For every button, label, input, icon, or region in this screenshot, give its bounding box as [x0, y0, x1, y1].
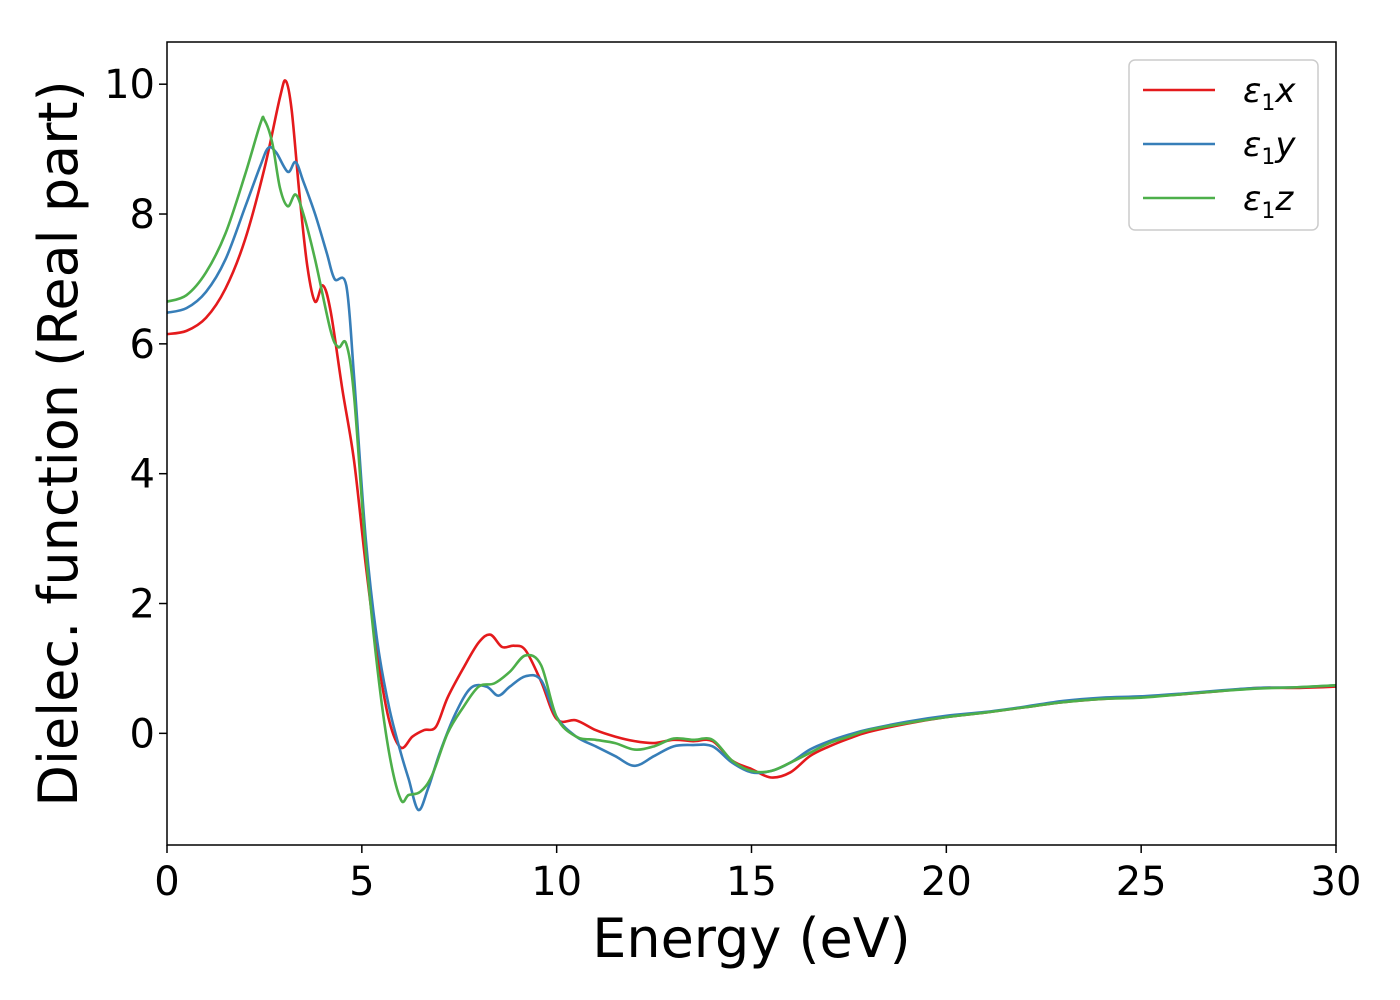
- series-line-y: [167, 145, 1336, 812]
- y-tick-label: 0: [130, 711, 155, 757]
- legend-box: [1128, 59, 1319, 231]
- y-axis-label: Dielec. function (Real part): [27, 80, 90, 806]
- y-tick-label: 4: [130, 452, 155, 498]
- x-tick-label: 25: [1116, 859, 1167, 905]
- series-layer: [167, 79, 1336, 812]
- x-tick-label: 30: [1311, 859, 1362, 905]
- x-axis-label: Energy (eV): [592, 907, 911, 970]
- y-tick-label: 6: [130, 322, 155, 368]
- legend-entry: ε1x: [1243, 71, 1296, 116]
- x-tick-label: 5: [349, 859, 374, 905]
- legend-entry: ε1y: [1243, 125, 1296, 170]
- x-axis: 0 5 10 15 20 25 30: [154, 845, 1361, 905]
- y-axis: 0 2 4 6 8 10: [104, 62, 167, 757]
- y-tick-label: 2: [130, 582, 155, 628]
- series-line-z: [167, 115, 1336, 804]
- legend-entry: ε1z: [1243, 179, 1294, 224]
- x-tick-label: 10: [531, 859, 582, 905]
- x-tick-label: 0: [154, 859, 179, 905]
- y-tick-label: 10: [104, 62, 155, 108]
- x-tick-label: 20: [921, 859, 972, 905]
- legend: ε1x ε1y ε1z: [1128, 59, 1319, 231]
- y-tick-label: 8: [130, 192, 155, 238]
- x-tick-label: 15: [726, 859, 777, 905]
